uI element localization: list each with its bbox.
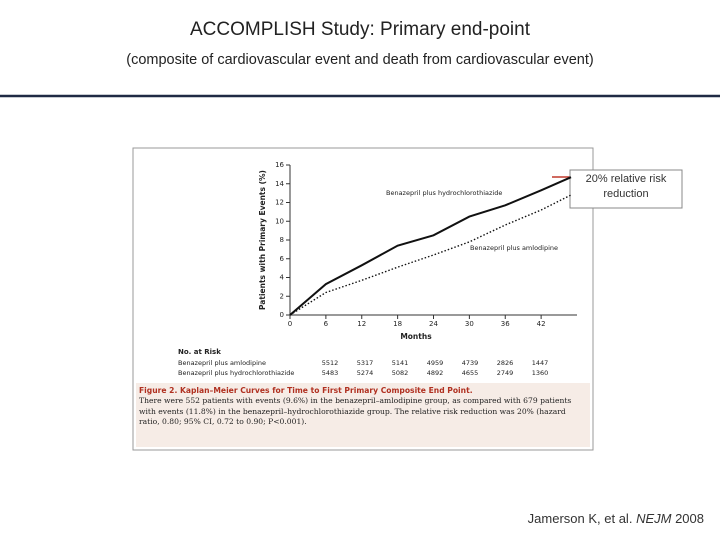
y-tick-label: 16 (275, 161, 284, 169)
x-tick-label: 24 (429, 320, 438, 328)
x-tick-label: 6 (324, 320, 329, 328)
x-tick-label: 36 (501, 320, 510, 328)
x-tick-label: 18 (393, 320, 402, 328)
annotation: 20% relative risk reduction (585, 173, 667, 200)
caption-background (136, 383, 590, 447)
risk-value: 5274 (357, 369, 374, 377)
series-label: Benazepril plus hydrochlorothiazide (386, 189, 502, 197)
y-tick-label: 2 (280, 292, 284, 300)
risk-value: 2749 (497, 369, 514, 377)
y-tick-label: 12 (275, 199, 284, 207)
series-line (289, 176, 572, 316)
citation-authors: Jamerson K, et al. (527, 511, 633, 526)
slide-title: ACCOMPLISH Study: Primary end-point (190, 19, 531, 40)
y-tick-label: 10 (275, 217, 284, 225)
risk-value: 1360 (532, 369, 549, 377)
risk-row-label: Benazepril plus hydrochlorothiazide (178, 369, 294, 377)
risk-value: 5082 (392, 369, 409, 377)
y-tick-label: 0 (280, 311, 284, 319)
x-tick-label: 42 (537, 320, 546, 328)
y-axis-label: Patients with Primary Events (%) (258, 170, 267, 310)
y-tick-label: 14 (275, 180, 284, 188)
risk-value: 4959 (427, 359, 444, 367)
caption-text: There were 552 patients with events (9.6… (139, 396, 572, 427)
risk-value: 5317 (357, 359, 374, 367)
risk-value: 4739 (462, 359, 479, 367)
caption: Figure 2. Kaplan–Meier Curves for Time t… (139, 386, 587, 428)
y-tick-label: 4 (280, 274, 285, 282)
risk-value: 4892 (427, 369, 444, 377)
risk-value: 1447 (532, 359, 549, 367)
risk-value: 4655 (462, 369, 479, 377)
risk-value: 5141 (392, 359, 409, 367)
y-tick-label: 6 (280, 255, 285, 263)
y-tick-label: 8 (280, 236, 284, 244)
x-tick-label: 30 (465, 320, 474, 328)
series-label: Benazepril plus amlodipine (470, 244, 558, 252)
x-axis-label: Months (400, 332, 432, 341)
caption-title: Figure 2. Kaplan–Meier Curves for Time t… (139, 386, 473, 395)
series-line (289, 194, 572, 316)
citation-year: 2008 (675, 511, 704, 526)
risk-value: 2826 (497, 359, 514, 367)
risk-value: 5512 (322, 359, 339, 367)
annotation-box (569, 169, 683, 209)
risk-row-label: Benazepril plus amlodipine (178, 359, 266, 367)
x-tick-label: 0 (288, 320, 292, 328)
risk-value: 5483 (322, 369, 339, 377)
risk-table-title: No. at Risk (178, 348, 221, 356)
citation: Jamerson K, et al. NEJM 2008 (528, 511, 704, 526)
citation-journal: NEJM (636, 511, 672, 526)
x-tick-label: 12 (357, 320, 366, 328)
slide-subtitle: (composite of cardiovascular event and d… (126, 52, 593, 68)
